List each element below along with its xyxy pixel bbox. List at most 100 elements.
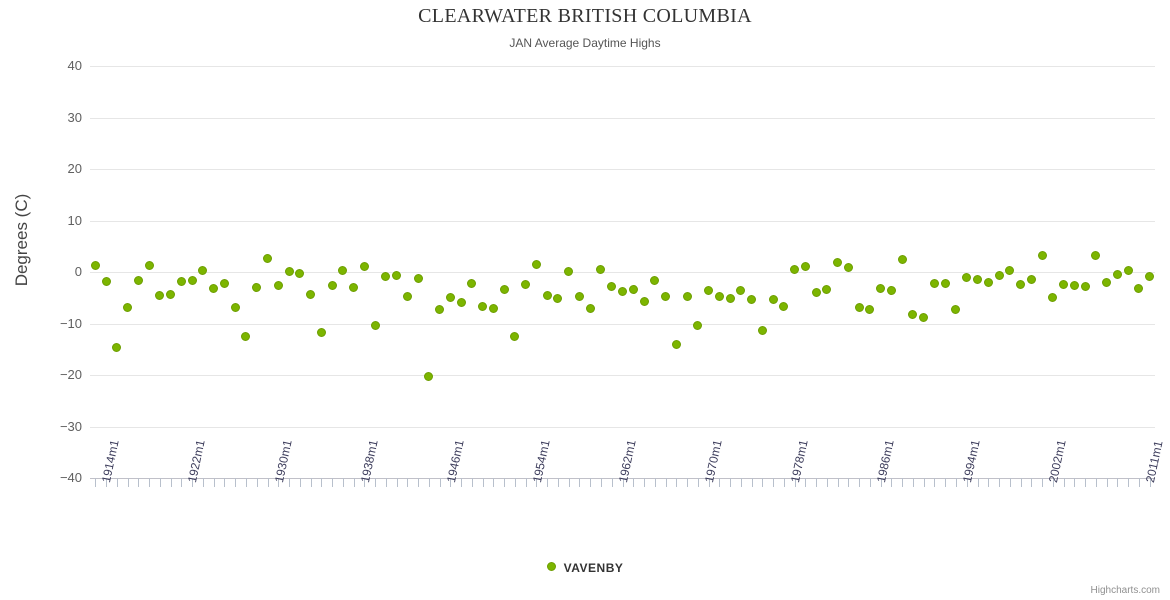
data-point[interactable]	[488, 303, 498, 313]
data-point[interactable]	[252, 282, 262, 292]
data-point[interactable]	[478, 302, 488, 311]
data-point[interactable]	[1123, 265, 1133, 275]
data-point[interactable]	[822, 284, 832, 294]
data-point[interactable]	[994, 271, 1004, 281]
data-point[interactable]	[574, 291, 584, 301]
data-point[interactable]	[865, 304, 875, 314]
data-point[interactable]	[531, 259, 541, 269]
data-point[interactable]	[661, 292, 671, 302]
data-point[interactable]	[800, 262, 810, 272]
data-point[interactable]	[693, 320, 703, 330]
data-point[interactable]	[1080, 281, 1090, 291]
data-point[interactable]	[607, 281, 617, 291]
data-point[interactable]	[209, 283, 219, 293]
data-point[interactable]	[1091, 251, 1101, 261]
data-point[interactable]	[973, 274, 982, 284]
data-point[interactable]	[897, 254, 907, 264]
data-point[interactable]	[628, 285, 638, 294]
data-point[interactable]	[951, 305, 961, 315]
data-point[interactable]	[650, 275, 660, 285]
data-point[interactable]	[424, 372, 434, 382]
data-point[interactable]	[1016, 280, 1026, 290]
data-point[interactable]	[962, 272, 972, 282]
credits-link[interactable]: Highcharts.com	[1090, 585, 1160, 596]
data-point[interactable]	[133, 275, 143, 285]
data-point[interactable]	[876, 283, 886, 293]
data-point[interactable]	[306, 289, 316, 299]
data-point[interactable]	[725, 294, 735, 304]
data-point[interactable]	[90, 260, 100, 270]
data-point[interactable]	[327, 280, 337, 290]
data-point[interactable]	[542, 290, 552, 300]
data-point[interactable]	[940, 279, 950, 289]
data-point[interactable]	[585, 304, 595, 314]
data-point[interactable]	[219, 278, 229, 288]
data-point[interactable]	[564, 266, 574, 276]
data-point[interactable]	[1112, 270, 1122, 280]
data-point[interactable]	[929, 278, 939, 288]
data-point[interactable]	[381, 272, 391, 282]
data-point[interactable]	[284, 266, 294, 276]
data-point[interactable]	[1145, 271, 1155, 281]
data-point[interactable]	[1026, 275, 1036, 285]
data-point[interactable]	[187, 276, 197, 286]
data-point[interactable]	[123, 303, 133, 313]
data-point[interactable]	[1059, 279, 1069, 289]
data-point[interactable]	[553, 294, 563, 304]
data-point[interactable]	[1037, 250, 1047, 260]
data-point[interactable]	[241, 331, 251, 341]
data-point[interactable]	[736, 286, 746, 296]
data-point[interactable]	[435, 305, 445, 315]
data-point[interactable]	[521, 279, 531, 289]
data-point[interactable]	[618, 287, 627, 297]
data-point[interactable]	[854, 302, 864, 312]
data-point[interactable]	[230, 303, 240, 313]
data-point[interactable]	[747, 294, 757, 304]
data-point[interactable]	[1102, 278, 1112, 288]
data-point[interactable]	[144, 261, 154, 271]
data-point[interactable]	[295, 269, 305, 279]
data-point[interactable]	[790, 265, 800, 275]
data-point[interactable]	[811, 287, 821, 297]
data-point[interactable]	[919, 313, 929, 323]
data-point[interactable]	[101, 276, 111, 286]
data-point[interactable]	[176, 277, 186, 287]
data-point[interactable]	[359, 262, 369, 272]
data-point[interactable]	[843, 262, 853, 272]
data-point[interactable]	[1048, 293, 1058, 303]
data-point[interactable]	[886, 285, 896, 295]
data-point[interactable]	[704, 286, 714, 296]
data-point[interactable]	[1005, 265, 1015, 275]
data-point[interactable]	[263, 253, 272, 263]
data-point[interactable]	[714, 292, 724, 302]
data-point[interactable]	[349, 283, 359, 293]
data-point[interactable]	[155, 291, 165, 301]
data-point[interactable]	[510, 331, 520, 341]
data-point[interactable]	[413, 274, 423, 284]
data-point[interactable]	[779, 302, 789, 311]
data-point[interactable]	[338, 266, 348, 276]
data-point[interactable]	[1134, 283, 1144, 293]
data-point[interactable]	[596, 264, 606, 274]
data-point[interactable]	[1069, 281, 1079, 291]
data-point[interactable]	[908, 309, 918, 319]
data-point[interactable]	[499, 285, 509, 294]
data-point[interactable]	[983, 278, 993, 288]
data-point[interactable]	[833, 257, 843, 267]
data-point[interactable]	[316, 328, 326, 338]
data-point[interactable]	[370, 321, 380, 331]
data-point[interactable]	[166, 289, 176, 299]
data-point[interactable]	[768, 295, 778, 305]
data-point[interactable]	[402, 292, 412, 302]
data-point[interactable]	[682, 292, 692, 302]
data-point[interactable]	[445, 292, 455, 302]
data-point[interactable]	[456, 297, 466, 307]
data-point[interactable]	[273, 281, 283, 291]
data-point[interactable]	[671, 340, 681, 350]
data-point[interactable]	[198, 266, 208, 276]
data-point[interactable]	[112, 343, 122, 353]
chart-legend[interactable]: VAVENBY	[0, 560, 1170, 575]
data-point[interactable]	[639, 296, 649, 306]
data-point[interactable]	[757, 325, 767, 335]
data-point[interactable]	[392, 270, 402, 280]
